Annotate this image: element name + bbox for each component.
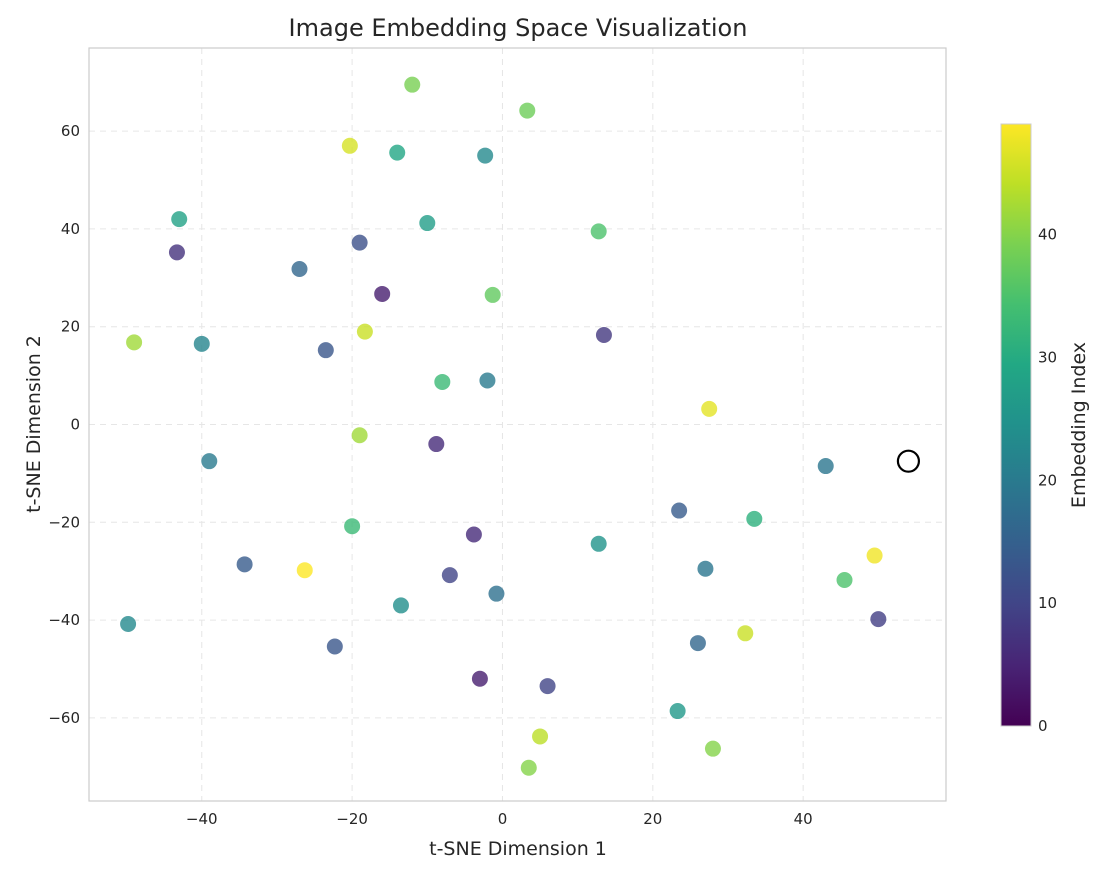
data-point <box>356 323 373 340</box>
colorbar-tick-label: 20 <box>1038 471 1057 489</box>
data-point <box>168 244 185 261</box>
highlight-marker <box>896 449 921 473</box>
data-point <box>291 261 308 278</box>
data-point <box>836 571 853 588</box>
colorbar: 0 10 20 30 40 Embedding Index <box>1000 123 1090 735</box>
data-point <box>326 638 343 655</box>
data-point <box>351 427 368 444</box>
x-tick-label: 40 <box>794 810 813 828</box>
x-axis-ticks: −40 −20 0 20 40 <box>186 810 813 828</box>
data-point <box>737 625 754 642</box>
data-point <box>374 285 391 302</box>
x-tick-label: −40 <box>186 810 218 828</box>
data-point <box>866 547 883 564</box>
data-point <box>479 372 496 389</box>
data-point <box>392 597 409 614</box>
data-point <box>171 211 188 228</box>
data-point <box>465 526 482 543</box>
data-point <box>434 373 451 390</box>
chart-title: Image Embedding Space Visualization <box>289 14 748 42</box>
data-point <box>317 342 334 359</box>
data-point <box>471 670 488 687</box>
data-point <box>201 453 218 470</box>
plot-frame <box>88 47 947 802</box>
data-point <box>389 144 406 161</box>
data-point <box>193 335 210 352</box>
x-tick-label: 0 <box>498 810 508 828</box>
colorbar-gradient <box>1000 123 1032 727</box>
data-point <box>701 400 718 417</box>
data-point <box>477 147 494 164</box>
data-point <box>689 635 706 652</box>
y-tick-label: −60 <box>48 709 80 727</box>
data-point <box>341 137 358 154</box>
y-axis-label: t-SNE Dimension 2 <box>23 335 45 513</box>
highlight-layer <box>896 449 921 473</box>
data-point <box>126 334 143 351</box>
y-tick-label: −20 <box>48 513 80 531</box>
data-point <box>817 458 834 475</box>
data-point <box>590 535 607 552</box>
colorbar-tick-label: 10 <box>1038 594 1057 612</box>
data-point <box>746 510 763 527</box>
data-point <box>120 615 137 632</box>
colorbar-label: Embedding Index <box>1068 342 1090 508</box>
data-point <box>484 286 501 303</box>
y-tick-label: −40 <box>48 611 80 629</box>
y-tick-label: 0 <box>70 416 80 434</box>
data-point <box>539 678 556 695</box>
y-tick-label: 40 <box>61 220 80 238</box>
data-point <box>520 759 537 776</box>
data-point <box>671 502 688 519</box>
data-point <box>519 102 536 119</box>
data-point <box>590 223 607 240</box>
data-point <box>419 215 436 232</box>
data-point <box>296 562 313 579</box>
data-point <box>697 560 714 577</box>
data-point <box>870 611 887 628</box>
x-axis-label: t-SNE Dimension 1 <box>429 838 607 860</box>
data-point <box>488 585 505 602</box>
data-point <box>532 728 549 745</box>
data-point <box>441 567 458 584</box>
data-point <box>704 740 721 757</box>
colorbar-tick-label: 30 <box>1038 348 1057 366</box>
data-points <box>120 76 887 776</box>
y-tick-label: 20 <box>61 318 80 336</box>
data-point <box>351 234 368 251</box>
colorbar-tick-label: 40 <box>1038 226 1057 244</box>
grid-lines <box>89 48 946 801</box>
data-point <box>236 556 253 573</box>
data-point <box>669 703 686 720</box>
data-point <box>404 76 421 93</box>
y-tick-label: 60 <box>61 122 80 140</box>
colorbar-tick-label: 0 <box>1038 717 1048 735</box>
data-point <box>344 518 361 535</box>
y-axis-ticks: −60 −40 −20 0 20 40 60 <box>48 122 80 727</box>
x-tick-label: 20 <box>643 810 662 828</box>
x-tick-label: −20 <box>336 810 368 828</box>
data-point <box>595 327 612 344</box>
colorbar-ticks: 0 10 20 30 40 <box>1038 226 1057 735</box>
data-point <box>428 436 445 453</box>
